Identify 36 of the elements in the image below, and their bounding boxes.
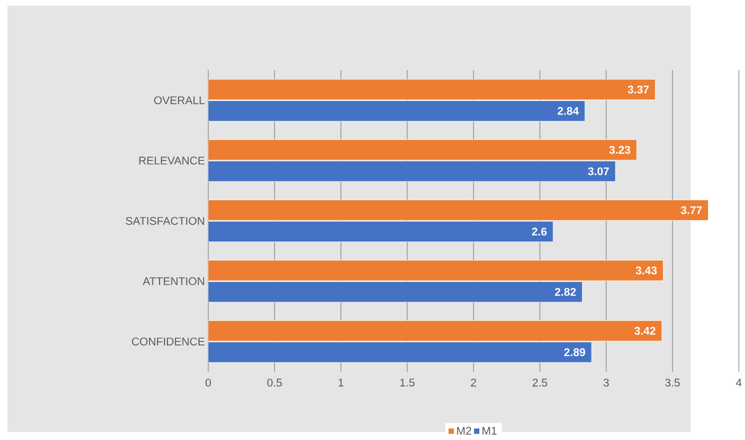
bar <box>208 79 656 100</box>
bar <box>208 200 709 221</box>
x-tick-label: 3.5 <box>665 378 680 387</box>
x-tick-label: 1.5 <box>400 378 414 387</box>
bar <box>208 282 583 303</box>
y-tick-label: RELEVANCE <box>139 156 204 165</box>
x-tick-label: 3 <box>604 378 609 387</box>
legend-label: M2 <box>457 426 472 435</box>
y-tick-label: ATTENTION <box>142 277 204 286</box>
data-label: 3.37 <box>628 86 649 94</box>
data-label: 2.89 <box>564 348 586 356</box>
data-label: 3.77 <box>680 206 702 214</box>
data-label: 2.84 <box>558 107 579 116</box>
y-tick-label: SATISFACTION <box>126 217 204 225</box>
x-tick-label: 2.5 <box>532 378 548 387</box>
bar <box>208 140 637 160</box>
data-label: 3.42 <box>634 327 656 335</box>
bar <box>208 221 554 242</box>
data-label: 2.6 <box>532 228 547 236</box>
data-label: 3.07 <box>588 167 609 176</box>
x-tick-label: 4 <box>736 378 742 386</box>
bar <box>208 100 586 122</box>
y-tick-label: OVERALL <box>154 96 205 104</box>
y-tick-label: CONFIDENCE <box>132 338 204 346</box>
data-label: 3.43 <box>636 266 657 275</box>
data-label: 2.82 <box>554 288 576 296</box>
bar <box>208 320 662 342</box>
bar <box>208 342 592 363</box>
bar <box>208 260 664 282</box>
bar <box>208 160 616 182</box>
x-tick-label: 1 <box>338 378 344 386</box>
x-tick-label: 0 <box>206 378 211 387</box>
x-tick-label: 0.5 <box>267 378 282 387</box>
x-tick-label: 2 <box>470 378 476 387</box>
data-label: 3.23 <box>609 146 630 154</box>
legend-label: M1 <box>482 427 497 435</box>
